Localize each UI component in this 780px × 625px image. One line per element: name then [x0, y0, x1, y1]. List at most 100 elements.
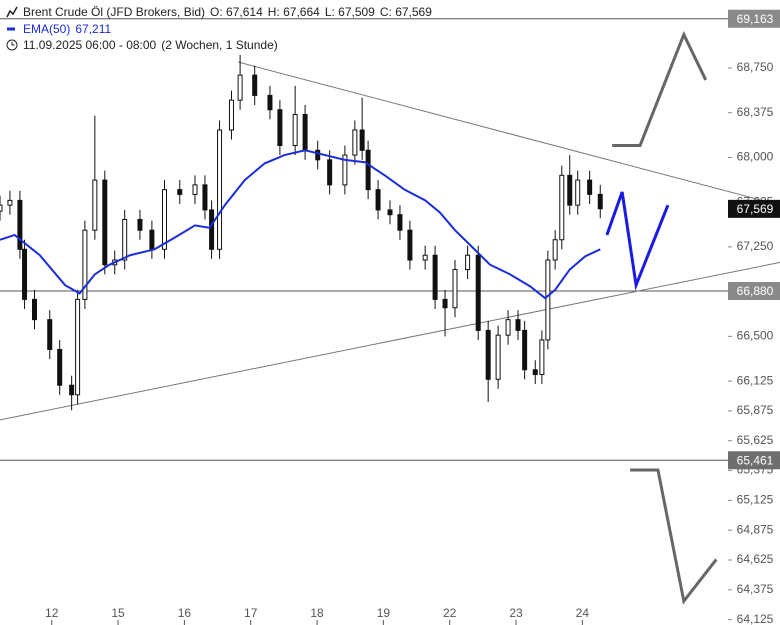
y-tick-label: 64,625 [737, 552, 774, 566]
candle-body [137, 218, 143, 231]
candle-body [545, 259, 551, 341]
trendline [237, 61, 780, 206]
candle-body [422, 254, 428, 261]
projection-drawing [605, 191, 670, 291]
candle-body [407, 229, 413, 261]
candle-body [228, 99, 234, 131]
candle-body [82, 229, 88, 300]
ema-name: EMA(50) [23, 21, 71, 36]
candle-body [505, 319, 511, 336]
candle-body [102, 179, 108, 266]
y-tick-label: 65,125 [737, 493, 774, 507]
candle-body [432, 254, 438, 300]
candle-body [302, 114, 308, 151]
x-tick-label: 18 [310, 606, 324, 620]
candle-body [237, 74, 243, 101]
candle-body [552, 239, 558, 261]
ohlc-open: O: 67,614 [210, 5, 263, 19]
candle-body [161, 189, 167, 250]
ema-swatch [7, 27, 15, 31]
candle-body [397, 214, 403, 231]
candle-body [17, 199, 23, 250]
candle-body [47, 319, 53, 350]
y-tick-label: 65,625 [737, 433, 774, 447]
candle-body [342, 154, 348, 186]
x-tick-label: 23 [509, 606, 523, 620]
candle-body [22, 248, 28, 300]
price-tag-label: 65,461 [737, 453, 774, 467]
legend-row: EMA(50) 67,211 [6, 21, 432, 38]
x-tick-label: 15 [111, 606, 125, 620]
instrument-title: Brent Crude Öl (JFD Brokers, Bid) [23, 5, 206, 19]
candle-body [495, 334, 501, 380]
candle-body [465, 254, 471, 271]
candle-body [539, 339, 545, 376]
candle-body [365, 149, 371, 191]
candle-body [209, 209, 215, 250]
candle-body [252, 74, 258, 96]
y-tick-label: 68,750 [737, 60, 774, 74]
ema-value: 67,211 [75, 21, 112, 36]
candle-body [575, 179, 581, 206]
x-tick-label: 16 [178, 606, 192, 620]
x-tick-label: 24 [576, 606, 590, 620]
x-tick-label: 12 [45, 606, 59, 620]
candle-body [567, 174, 573, 206]
candle-body [387, 209, 393, 216]
candle-body [92, 179, 98, 231]
candle-body [375, 189, 381, 211]
candle-body [587, 179, 593, 195]
candle-body [177, 189, 183, 195]
y-tick-label: 68,375 [737, 105, 774, 119]
price-tag [728, 9, 780, 28]
candle-body [442, 298, 448, 309]
candle-body [475, 254, 481, 331]
ohlc-high: H: 67,664 [267, 5, 320, 19]
candle-body [69, 384, 75, 396]
legend-row: Brent Crude Öl (JFD Brokers, Bid) O: 67,… [6, 4, 432, 21]
y-tick-label: 65,875 [737, 403, 774, 417]
ema-line [0, 149, 601, 300]
period-label: (2 Wochen, 1 Stunde) [161, 38, 278, 52]
time-label: 11.09.2025 06:00 - 08:00 [23, 38, 157, 52]
legend-row: 11.09.2025 06:00 - 08:00 (2 Wochen, 1 St… [6, 37, 432, 54]
candle-body [452, 269, 458, 309]
y-tick-label: 67,250 [737, 239, 774, 253]
projection-drawing [630, 468, 718, 605]
candle-body [149, 229, 155, 250]
y-tick-label: 66,500 [737, 329, 774, 343]
projection-drawing [612, 30, 708, 148]
price-tag-label: 66,880 [737, 284, 774, 298]
candle-body [57, 348, 63, 386]
y-tick-label: 66,125 [737, 373, 774, 387]
candle-body [0, 204, 3, 212]
candle-body [315, 149, 321, 161]
candle-body [352, 129, 358, 156]
candle-body [515, 319, 521, 331]
x-tick-label: 22 [443, 606, 457, 620]
price-tag-label: 67,569 [737, 202, 774, 216]
candle-body [485, 329, 491, 380]
candle-body [192, 184, 198, 195]
y-tick-label: 68,000 [737, 150, 774, 164]
legend: Brent Crude Öl (JFD Brokers, Bid) O: 67,… [6, 4, 432, 54]
x-tick-label: 19 [377, 606, 391, 620]
price-tag-label: 69,163 [737, 12, 774, 26]
candle-body [202, 184, 208, 211]
candle-body [327, 159, 333, 186]
y-tick-label: 64,125 [737, 612, 774, 625]
candle-body [217, 129, 223, 250]
candle-body [267, 94, 273, 111]
trendline [0, 261, 780, 421]
clock-icon [6, 39, 18, 51]
candle-body [75, 298, 81, 396]
ohlc-close: C: 67,569 [379, 5, 432, 19]
y-tick-label: 64,875 [737, 522, 774, 536]
chart-icon [6, 6, 18, 18]
candle-body [559, 174, 565, 241]
candle-body [277, 109, 283, 147]
candle-body [597, 193, 603, 210]
candle-body [532, 369, 538, 376]
